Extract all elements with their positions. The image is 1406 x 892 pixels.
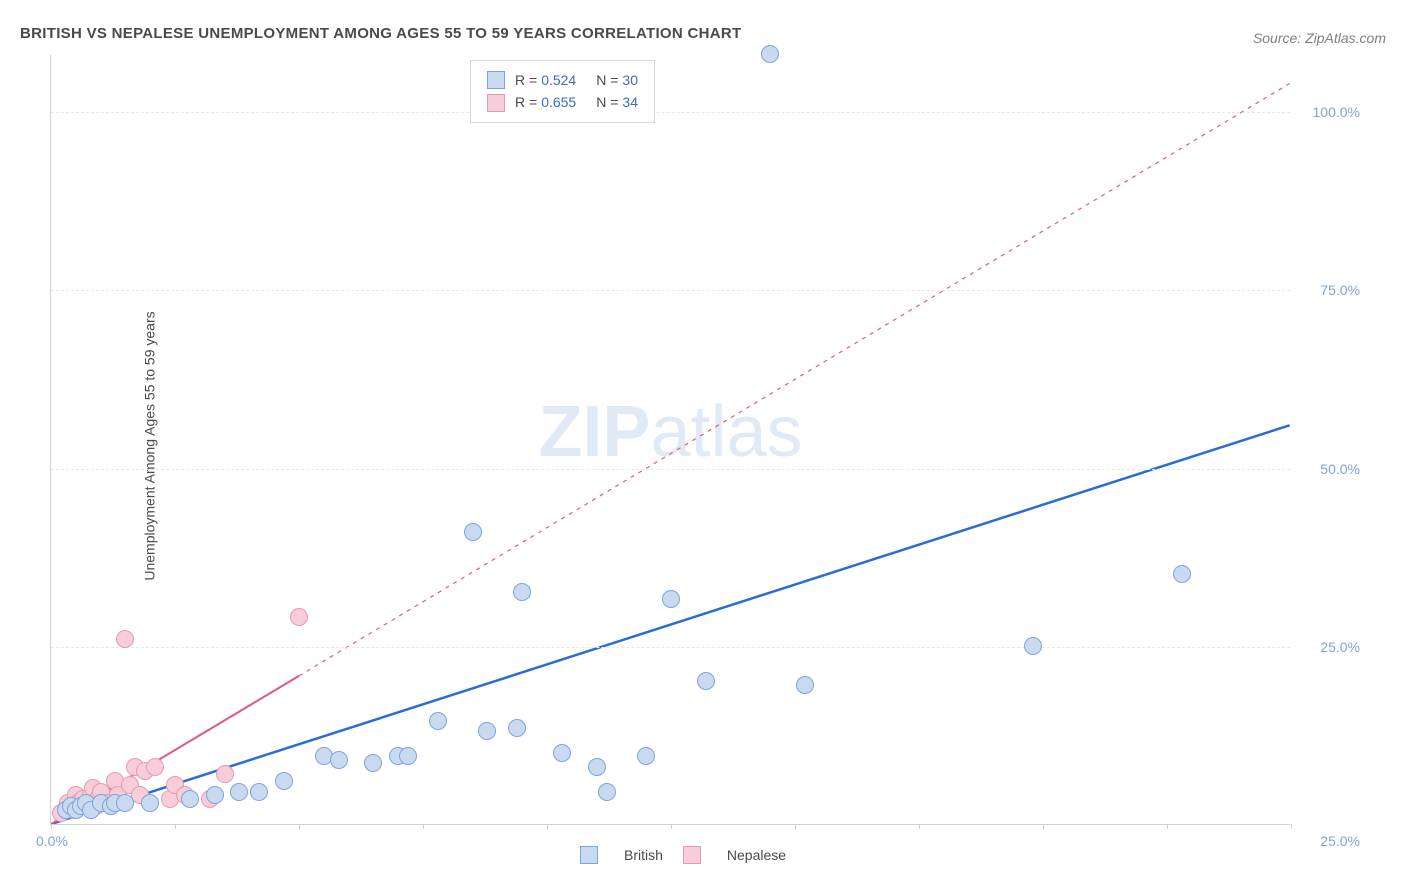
data-point-british bbox=[206, 786, 224, 804]
x-tick-mark bbox=[795, 824, 796, 829]
top-legend: R = 0.524 N = 30 R = 0.655 N = 34 bbox=[470, 60, 655, 123]
grid-line bbox=[51, 290, 1290, 291]
swatch-british bbox=[487, 71, 505, 89]
data-point-british bbox=[588, 758, 606, 776]
bottom-legend-nepalese-label: Nepalese bbox=[727, 847, 786, 863]
data-point-nepalese bbox=[116, 630, 134, 648]
x-tick-mark bbox=[175, 824, 176, 829]
data-point-british bbox=[181, 790, 199, 808]
chart-title: BRITISH VS NEPALESE UNEMPLOYMENT AMONG A… bbox=[20, 25, 742, 42]
data-point-nepalese bbox=[216, 765, 234, 783]
plot-area: ZIPatlas 0.0% 25.0% 25.0%50.0%75.0%100.0… bbox=[50, 55, 1290, 825]
data-point-british bbox=[464, 523, 482, 541]
grid-line bbox=[51, 469, 1290, 470]
data-point-british bbox=[429, 712, 447, 730]
data-point-nepalese bbox=[146, 758, 164, 776]
legend-row-nepalese: R = 0.655 N = 34 bbox=[487, 91, 638, 113]
x-tick-mark bbox=[1291, 824, 1292, 829]
data-point-british bbox=[553, 744, 571, 762]
data-point-british bbox=[275, 772, 293, 790]
bottom-legend: British Nepalese bbox=[580, 846, 786, 864]
data-point-british bbox=[513, 583, 531, 601]
y-tick-label: 25.0% bbox=[1320, 639, 1360, 655]
data-point-british bbox=[662, 590, 680, 608]
source-label: Source: ZipAtlas.com bbox=[1253, 30, 1386, 46]
data-point-british bbox=[399, 747, 417, 765]
x-tick-mark bbox=[299, 824, 300, 829]
x-tick-start: 0.0% bbox=[36, 833, 68, 849]
data-point-british bbox=[364, 754, 382, 772]
data-point-british bbox=[250, 783, 268, 801]
data-point-british bbox=[761, 45, 779, 63]
x-tick-mark bbox=[1167, 824, 1168, 829]
bottom-legend-british-label: British bbox=[624, 847, 663, 863]
data-point-british bbox=[1024, 637, 1042, 655]
x-tick-mark bbox=[1043, 824, 1044, 829]
grid-line bbox=[51, 647, 1290, 648]
watermark: ZIPatlas bbox=[538, 390, 802, 472]
grid-line bbox=[51, 112, 1290, 113]
data-point-british bbox=[598, 783, 616, 801]
data-point-british bbox=[141, 794, 159, 812]
data-point-british bbox=[330, 751, 348, 769]
x-tick-mark bbox=[423, 824, 424, 829]
data-point-british bbox=[508, 719, 526, 737]
x-tick-mark bbox=[919, 824, 920, 829]
swatch-nepalese bbox=[487, 94, 505, 112]
y-tick-label: 75.0% bbox=[1320, 282, 1360, 298]
data-point-british bbox=[796, 676, 814, 694]
x-tick-mark bbox=[547, 824, 548, 829]
data-point-british bbox=[478, 722, 496, 740]
data-point-british bbox=[697, 672, 715, 690]
data-point-british bbox=[230, 783, 248, 801]
x-tick-mark bbox=[671, 824, 672, 829]
swatch-nepalese-bottom bbox=[683, 846, 701, 864]
x-tick-mark bbox=[51, 824, 52, 829]
data-point-british bbox=[637, 747, 655, 765]
y-tick-label: 100.0% bbox=[1313, 104, 1360, 120]
data-point-british bbox=[1173, 565, 1191, 583]
data-point-nepalese bbox=[290, 608, 308, 626]
data-point-british bbox=[116, 794, 134, 812]
legend-row-british: R = 0.524 N = 30 bbox=[487, 69, 638, 91]
swatch-british-bottom bbox=[580, 846, 598, 864]
y-tick-label: 50.0% bbox=[1320, 461, 1360, 477]
x-tick-end: 25.0% bbox=[1320, 833, 1360, 849]
